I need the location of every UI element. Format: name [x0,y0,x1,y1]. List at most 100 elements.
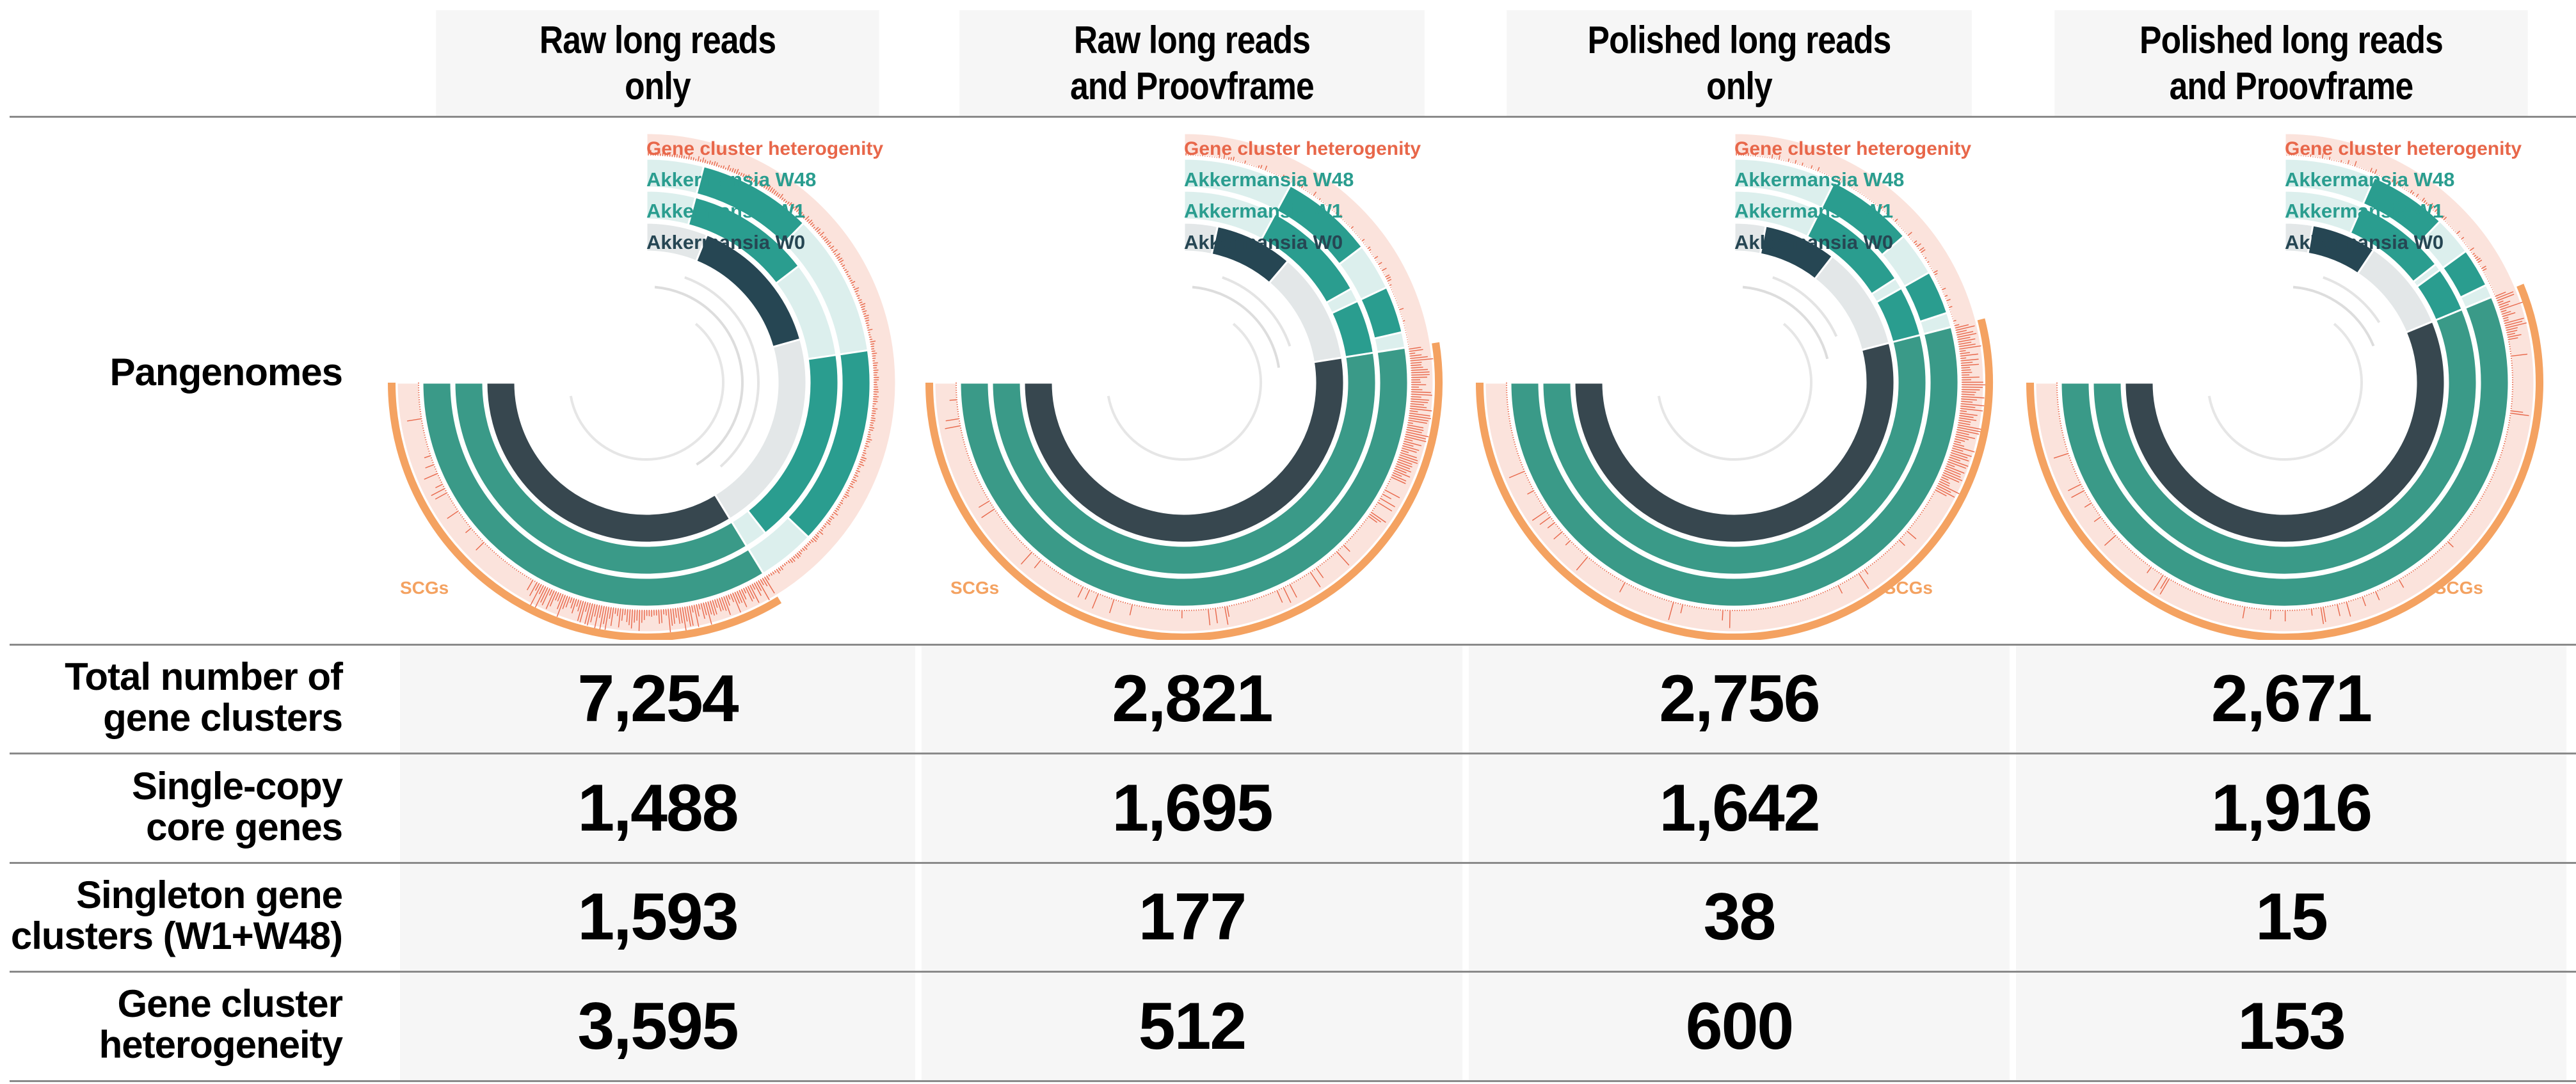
heterogeneity-bar [2436,550,2438,553]
heterogeneity-bar [1532,510,1548,521]
column-header-2: Raw long reads and Proovframe [959,10,1425,116]
heterogeneity-bar [579,601,586,623]
heterogeneity-bar [2346,601,2351,617]
heterogeneity-bar [1951,449,1972,458]
heterogeneity-bar [2148,564,2150,567]
heterogeneity-bar [1956,431,1969,435]
heterogeneity-bar [813,536,818,540]
heterogeneity-bar [2104,522,2106,523]
heterogeneity-bar [1539,500,1541,502]
heterogeneity-bar [726,164,730,171]
dendrogram-branch [2323,276,2381,324]
heterogeneity-bar [2431,555,2433,557]
heterogeneity-bar [1034,559,1042,569]
heterogeneity-bar [1927,501,1930,504]
heterogeneity-bar [1924,506,1927,507]
heterogeneity-bar [1065,577,1068,579]
heterogeneity-bar [854,474,859,477]
heterogeneity-bar [520,571,522,574]
heterogeneity-bar [1219,154,1220,159]
heterogeneity-bar [790,203,794,208]
heterogeneity-bar [1406,426,1424,431]
heterogeneity-bar [1956,330,1967,333]
heterogeneity-bar [997,514,1000,516]
heterogeneity-bar [1527,490,1535,495]
heterogeneity-bar [977,479,979,481]
heterogeneity-bar [1306,574,1308,576]
heterogeneity-bar [828,517,833,520]
heterogeneity-bar [1551,518,1553,520]
heterogeneity-bar [841,264,845,267]
value-cell: 2,671 [2016,646,2566,753]
heterogeneity-bar [1000,518,1002,520]
heterogeneity-bar [2496,294,2515,301]
heterogeneity-bar [1364,244,1366,246]
heterogeneity-bar [1409,353,1416,355]
heterogeneity-bar [1663,598,1665,600]
w48-layer-label: Akkermansia W48 [1734,168,1904,191]
heterogeneity-bar [2429,557,2431,559]
heterogeneity-bar [1380,495,1382,497]
heterogeneity-bar [1407,422,1413,424]
heterogeneity-bar [618,608,621,628]
heterogeneity-bar [733,169,737,173]
heterogeneity-bar [2102,520,2105,522]
heterogeneity-bar [999,516,1001,518]
heterogeneity-bar [1409,408,1432,411]
heterogeneity-bar [1399,308,1404,310]
heterogeneity-bar [1961,369,1971,371]
heterogeneity-bar [1514,443,1516,445]
heterogeneity-bar [2073,468,2075,470]
heterogeneity-bar [1954,438,1965,442]
heterogeneity-bar [2214,598,2216,600]
heterogeneity-bar [442,486,445,488]
heterogeneity-bar [1011,530,1013,533]
dendrogram-branch [1222,276,1292,347]
heterogeneity-bar [815,534,819,538]
heterogeneity-bar [1871,562,1873,565]
heterogeneity-bar [2504,317,2524,324]
heterogeneity-bar [945,418,960,422]
heterogeneity-bar [864,445,869,447]
heterogeneity-bar [2187,588,2189,590]
row-label-scg-line2: core genes [146,806,343,849]
heterogeneity-bar [1916,243,1921,248]
heterogeneity-bar [1931,495,1933,497]
heterogeneity-bar [2107,525,2109,527]
heterogeneity-bar [1858,573,1869,589]
heterogeneity-bar [2408,191,2409,193]
heterogeneity-bar [1604,569,1606,571]
column-header-1: Raw long reads only [436,10,879,116]
heterogeneity-bar [2101,518,2103,520]
heterogeneity-bar [1409,410,1418,413]
heterogeneity-bar [1537,498,1540,500]
scg-label: SCGs [950,578,999,598]
heterogeneity-bar [1396,461,1412,468]
heterogeneity-bar [435,468,436,470]
heterogeneity-bar [2374,169,2378,175]
divider-row-3 [10,971,2576,973]
heterogeneity-bar [1960,408,1983,411]
heterogeneity-bar [1876,205,1878,207]
column-header-4: Polished long reads and Proovframe [2054,10,2528,116]
heterogeneity-bar [2189,589,2191,591]
row-label-total-clusters-line2: gene clusters [103,696,343,739]
heterogeneity-bar [1274,591,1276,593]
heterogeneity-bar [1933,270,1938,274]
heterogeneity-layer-label: Gene cluster heterogenity [646,138,883,159]
heterogeneity-bar [785,200,788,203]
heterogeneity-bar [1129,603,1133,616]
heterogeneity-bar [774,570,777,573]
heterogeneity-bar [749,584,760,603]
heterogeneity-bar [570,597,573,603]
heterogeneity-bar [565,596,570,608]
heterogeneity-bar [800,549,803,552]
heterogeneity-bar [806,543,810,546]
heterogeneity-bar [2310,608,2313,616]
heterogeneity-bar [2477,259,2483,263]
heterogeneity-bar [481,539,483,542]
heterogeneity-bar [2369,168,2372,173]
heterogeneity-bar [1788,158,1790,163]
heterogeneity-bar [1350,226,1354,229]
heterogeneity-bar [2445,221,2446,223]
